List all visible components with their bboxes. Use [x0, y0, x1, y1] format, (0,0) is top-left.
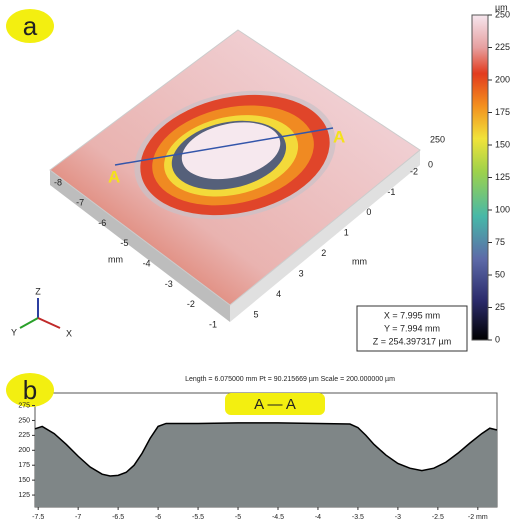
- y-tick-label: 200: [18, 447, 30, 454]
- colorbar-label: 150: [495, 139, 510, 149]
- colorbar-label: 50: [495, 269, 505, 279]
- axis-unit: mm: [352, 256, 367, 266]
- side-left: [50, 170, 230, 322]
- axis-tick: -2: [410, 166, 418, 176]
- panel-label: a: [23, 11, 38, 41]
- profile-area: [35, 422, 497, 507]
- y-tick-label: 150: [18, 477, 30, 484]
- triad: Z Y X: [11, 286, 72, 338]
- colorbar-label: 200: [495, 74, 510, 84]
- info-line: X = 7.995 mm: [384, 310, 440, 320]
- x-tick-label: -3: [395, 514, 401, 521]
- axis-tick: -2: [187, 299, 195, 309]
- axis-tick: -6: [98, 218, 106, 228]
- colorbar-label: 75: [495, 237, 505, 247]
- y-tick-label: 225: [18, 432, 30, 439]
- axis-tick: 1: [344, 228, 349, 238]
- y-tick-label: 275: [18, 402, 30, 409]
- ring: [134, 90, 336, 220]
- axis-tick: 3: [299, 269, 304, 279]
- info-line: Z = 254.397317 µm: [373, 336, 452, 346]
- x-tick-label: -6: [155, 514, 161, 521]
- y-tick-label: 175: [18, 462, 30, 469]
- axis-tick: -8: [54, 177, 62, 187]
- x-tick-label: -3.5: [352, 514, 364, 521]
- x-tick-label: -4.5: [272, 514, 284, 521]
- colorbar-label: 100: [495, 204, 510, 214]
- panel-label: b: [23, 375, 37, 405]
- info-box: [356, 305, 468, 352]
- colorbar-label: 225: [495, 42, 510, 52]
- z-tick: 250: [430, 134, 445, 144]
- colorbar-label: 25: [495, 302, 505, 312]
- section-label: A: [333, 127, 345, 146]
- x-tick-label: -2.5: [432, 514, 444, 521]
- axis-unit: mm: [108, 254, 123, 264]
- x-tick-label: -5.5: [192, 514, 204, 521]
- axis-tick: -5: [120, 238, 128, 248]
- axis-tick: 2: [321, 248, 326, 258]
- colorbar: [471, 14, 489, 341]
- y-tick-label: 250: [18, 417, 30, 424]
- section-label: A: [108, 167, 120, 186]
- triad-label: Z: [35, 286, 41, 296]
- section-line: [114, 127, 334, 166]
- x-tick-label: -7: [75, 514, 81, 521]
- legend-text: A — A: [254, 396, 296, 413]
- label-bubble: [6, 373, 54, 407]
- axis-tick: 5: [253, 309, 258, 319]
- colorbar-label: 125: [495, 172, 510, 182]
- triad-label: Y: [11, 327, 17, 337]
- side-right: [230, 150, 420, 322]
- label-bubble: [6, 9, 54, 43]
- axis-tick: -1: [209, 319, 217, 329]
- profile-line: [34, 422, 498, 477]
- colorbar-label: 0: [495, 334, 500, 344]
- colorbar-label: 250: [495, 9, 510, 19]
- axis-tick: -7: [76, 198, 84, 208]
- info-line: Y = 7.994 mm: [384, 323, 440, 333]
- axis-tick: -3: [165, 279, 173, 289]
- axis-tick: 4: [276, 289, 281, 299]
- x-tick-label: -6.5: [112, 514, 124, 521]
- axis-tick: 0: [366, 207, 371, 217]
- x-tick-label: -7.5: [32, 514, 44, 521]
- profile-header: Length = 6.075000 mm Pt = 90.215669 µm S…: [185, 376, 395, 383]
- legend-box: [225, 393, 325, 415]
- colorbar-unit: µm: [495, 2, 508, 12]
- colorbar-label: 175: [495, 107, 510, 117]
- x-tick-label: -5: [235, 514, 241, 521]
- z-tick: 0: [428, 159, 433, 169]
- axis-tick: -1: [387, 187, 395, 197]
- x-tick-label: -4: [315, 514, 321, 521]
- axis-tick: -4: [143, 259, 151, 269]
- x-tick-label: -2 mm: [468, 514, 488, 521]
- triad-label: X: [66, 328, 72, 338]
- y-tick-label: 125: [18, 492, 30, 499]
